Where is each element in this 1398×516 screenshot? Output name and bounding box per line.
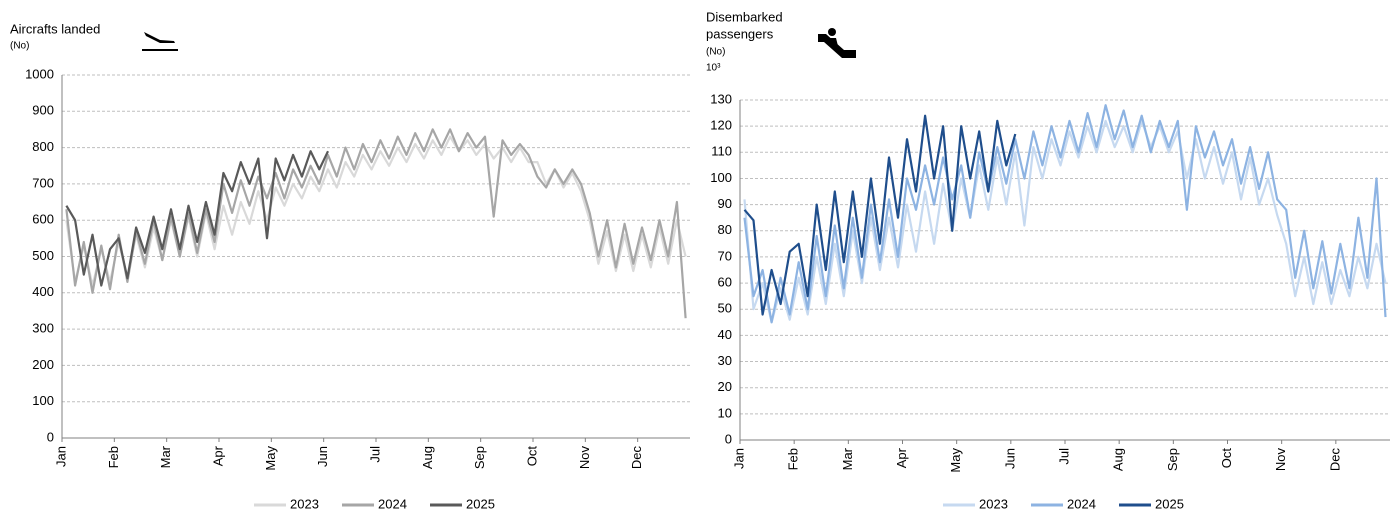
unit-label: (No) (10, 41, 29, 52)
x-tick-label: Mar (158, 445, 173, 468)
series-line (743, 114, 1017, 316)
x-tick-label: Mar (840, 447, 855, 470)
y-tick-label: 120 (710, 118, 732, 133)
x-tick-label: Jul (367, 446, 382, 463)
y-tick-label: 100 (710, 170, 732, 185)
y-tick-label: 50 (718, 301, 732, 316)
y-tick-label: 10 (718, 405, 732, 420)
x-tick-label: Jun (1002, 448, 1017, 469)
y-tick-label: 1000 (25, 66, 54, 81)
x-tick-label: Jun (315, 446, 330, 467)
y-tick-label: 400 (32, 284, 54, 299)
x-tick-label: Jul (1056, 448, 1071, 465)
legend-label: 2024 (378, 496, 407, 511)
x-tick-label: Nov (1273, 448, 1288, 472)
y-tick-label: 90 (718, 196, 732, 211)
x-tick-label: Nov (577, 446, 592, 470)
series-line (65, 150, 329, 287)
x-tick-label: Sep (1165, 448, 1180, 471)
y-tick-label: 800 (32, 139, 54, 154)
x-tick-label: Dec (1327, 448, 1342, 472)
y-tick-label: 110 (711, 144, 732, 159)
series-line (65, 135, 687, 287)
y-tick-label: 130 (710, 91, 732, 106)
y-tick-label: 20 (718, 379, 732, 394)
y-tick-label: 300 (32, 321, 54, 336)
series-line (65, 128, 687, 319)
x-tick-label: May (948, 448, 963, 473)
chart-title: Aircrafts landed (10, 21, 100, 36)
x-tick-label: Feb (106, 446, 121, 468)
x-tick-label: Oct (1219, 448, 1234, 469)
x-tick-label: Apr (210, 445, 225, 466)
y-tick-label: 60 (718, 275, 732, 290)
x-tick-label: Dec (629, 446, 644, 470)
x-tick-label: Aug (1111, 448, 1126, 471)
x-tick-label: May (263, 446, 278, 471)
x-tick-label: Aug (420, 446, 435, 469)
y-tick-label: 40 (718, 327, 732, 342)
plane-icon (142, 32, 178, 51)
legend-label: 2025 (1155, 496, 1184, 511)
unit-label: (No) (706, 47, 725, 58)
y-tick-label: 500 (32, 248, 54, 263)
y-tick-label: 100 (32, 393, 54, 408)
legend-label: 2025 (466, 496, 495, 511)
y-tick-label: 70 (718, 248, 732, 263)
legend-label: 2024 (1067, 496, 1096, 511)
x-tick-label: Oct (524, 446, 539, 467)
y-tick-label: 900 (32, 103, 54, 118)
series-line (743, 104, 1387, 324)
escalator-icon (818, 28, 856, 58)
x-tick-label: Apr (894, 447, 909, 468)
series-line (743, 119, 1387, 324)
x-tick-label: Sep (472, 446, 487, 469)
y-tick-label: 0 (725, 431, 732, 446)
multiplier-label: 10³ (706, 63, 721, 74)
y-tick-label: 200 (32, 357, 54, 372)
x-tick-label: Jan (731, 448, 746, 469)
chart-title: passengers (706, 26, 774, 41)
legend-label: 2023 (979, 496, 1008, 511)
legend-label: 2023 (290, 496, 319, 511)
y-tick-label: 0 (47, 429, 54, 444)
y-tick-label: 700 (32, 175, 54, 190)
chart-title: Disembarked (706, 9, 783, 24)
y-tick-label: 30 (718, 353, 732, 368)
y-tick-label: 80 (718, 222, 732, 237)
y-tick-label: 600 (32, 212, 54, 227)
x-tick-label: Feb (786, 448, 801, 470)
x-tick-label: Jan (53, 446, 68, 467)
